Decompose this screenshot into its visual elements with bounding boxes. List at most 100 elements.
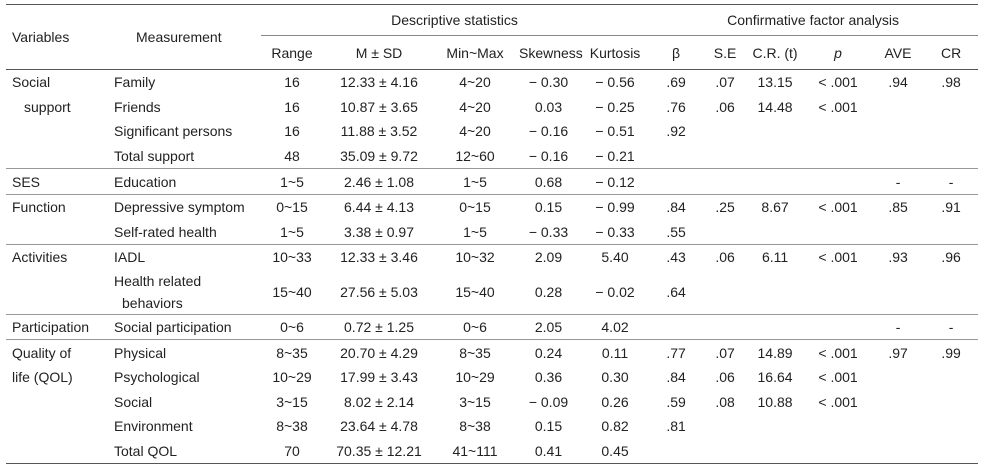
cr-t-cell: 14.48 xyxy=(757,98,793,115)
table-row: Activities IADL 10~33 12.33 ± 3.46 10~32 2.09… xyxy=(6,245,978,270)
ave-cell xyxy=(872,143,925,170)
p-value-cell: < .001 xyxy=(818,393,858,410)
kurtosis-cell: − 0.21 xyxy=(582,143,649,170)
skewness-cell: − 0.30 xyxy=(528,74,569,91)
range-cell: 1~5 xyxy=(261,219,323,246)
header-variables: Variables xyxy=(6,4,106,70)
mean-sd-cell: 17.99 ± 3.43 xyxy=(340,369,418,386)
beta-cell: .77 xyxy=(666,344,686,361)
measurement-cell: Total support xyxy=(106,143,261,170)
kurtosis-cell: − 0.51 xyxy=(595,123,635,140)
beta-cell: .92 xyxy=(666,123,686,140)
p-value-cell: < .001 xyxy=(818,344,858,361)
beta-cell: .81 xyxy=(666,418,686,435)
cr-cell xyxy=(924,143,979,170)
kurtosis-cell: 0.11 xyxy=(601,344,629,361)
range-cell: 3~15 xyxy=(276,393,308,410)
p-value-cell xyxy=(804,314,873,341)
minmax-cell: 8~38 xyxy=(459,418,491,435)
mean-sd-cell: 20.70 ± 4.29 xyxy=(340,344,418,361)
se-cell: .07 xyxy=(715,74,735,91)
variable-cell: support xyxy=(24,98,71,115)
mean-sd-cell: 23.64 ± 4.78 xyxy=(340,418,418,435)
p-value-cell xyxy=(804,219,873,246)
range-cell: 8~35 xyxy=(276,344,308,361)
cr-cell: .91 xyxy=(941,199,961,216)
kurtosis-cell: − 0.33 xyxy=(582,219,649,246)
cr-cell xyxy=(924,269,979,315)
variable-cell: Quality of xyxy=(12,344,72,361)
measurement-cell: Social participation xyxy=(106,314,261,341)
minmax-cell: 0~6 xyxy=(435,314,515,341)
p-value-cell xyxy=(804,119,872,144)
skewness-cell: − 0.33 xyxy=(515,219,582,246)
mean-sd-cell: 11.88 ± 3.52 xyxy=(340,123,418,140)
variable-cell: Participation xyxy=(6,314,106,341)
ave-cell xyxy=(872,414,924,439)
ave-cell xyxy=(872,438,925,465)
range-cell: 48 xyxy=(261,143,323,170)
beta-cell xyxy=(648,168,705,195)
range-cell: 1~5 xyxy=(261,168,323,195)
p-value-cell xyxy=(804,168,873,195)
range-cell: 16 xyxy=(284,98,300,115)
mean-sd-cell: 0.72 ± 1.25 xyxy=(323,314,435,341)
beta-cell xyxy=(648,438,705,465)
skewness-cell: 0.15 xyxy=(534,199,563,216)
ave-cell: .93 xyxy=(888,249,908,266)
range-cell: 0~15 xyxy=(276,199,308,216)
se-cell xyxy=(704,119,746,144)
p-value-cell: < .001 xyxy=(818,249,858,266)
ave-cell xyxy=(872,95,924,120)
measurement-cell: Significant persons xyxy=(114,123,233,140)
table-row: life (QOL) Psychological 10~29 17.99 ± 3.43… xyxy=(6,365,978,390)
beta-cell: .84 xyxy=(666,369,686,386)
kurtosis-cell: − 0.12 xyxy=(582,168,649,195)
cr-t-cell xyxy=(746,414,804,439)
measurement-cell: Health related behaviors xyxy=(106,269,261,315)
beta-cell: .43 xyxy=(666,249,686,266)
measurement-cell: Friends xyxy=(114,98,161,115)
range-cell: 16 xyxy=(284,74,300,91)
beta-cell: .69 xyxy=(666,74,686,91)
skewness-cell: 2.09 xyxy=(534,249,563,266)
skewness-cell: 0.28 xyxy=(515,269,582,315)
table-row: Participation Social participation 0~6 0.72… xyxy=(6,314,979,341)
cr-cell xyxy=(924,365,978,390)
mean-sd-cell: 10.87 ± 3.65 xyxy=(340,98,418,115)
se-cell: .06 xyxy=(715,249,735,266)
ave-cell: .94 xyxy=(888,74,908,91)
p-value-cell xyxy=(804,414,872,439)
variable-cell: Activities xyxy=(12,249,68,266)
mean-sd-cell: 12.33 ± 3.46 xyxy=(340,249,418,266)
cr-cell: - xyxy=(924,314,979,341)
kurtosis-cell: − 0.56 xyxy=(595,74,635,91)
cr-t-cell xyxy=(746,143,805,170)
kurtosis-cell: 5.40 xyxy=(601,249,629,266)
variable-cell xyxy=(6,119,106,144)
p-value-cell: < .001 xyxy=(818,98,858,115)
minmax-cell: 8~35 xyxy=(459,344,491,361)
p-value-cell: < .001 xyxy=(818,199,858,216)
beta-cell xyxy=(648,143,705,170)
minmax-cell: 15~40 xyxy=(435,269,515,315)
header-cr-t: C.R. (t) xyxy=(746,35,805,70)
kurtosis-cell: 0.82 xyxy=(601,418,629,435)
minmax-cell: 1~5 xyxy=(435,219,515,246)
cr-cell xyxy=(924,95,978,120)
cr-cell xyxy=(924,390,978,415)
se-cell xyxy=(704,269,747,315)
variable-cell xyxy=(6,414,106,439)
measurement-cell: Physical xyxy=(114,344,167,361)
header-ave: AVE xyxy=(872,35,925,70)
se-cell xyxy=(704,143,747,170)
p-value-cell: < .001 xyxy=(818,74,858,91)
measurement-cell: Environment xyxy=(114,418,193,435)
range-cell: 16 xyxy=(284,123,300,140)
minmax-cell: 3~15 xyxy=(459,393,491,410)
range-cell: 10~29 xyxy=(272,369,312,386)
header-descriptive-statistics: Descriptive statistics xyxy=(261,4,649,36)
ave-cell xyxy=(872,269,925,315)
ave-cell: - xyxy=(872,168,925,195)
cr-cell: .96 xyxy=(941,249,961,266)
